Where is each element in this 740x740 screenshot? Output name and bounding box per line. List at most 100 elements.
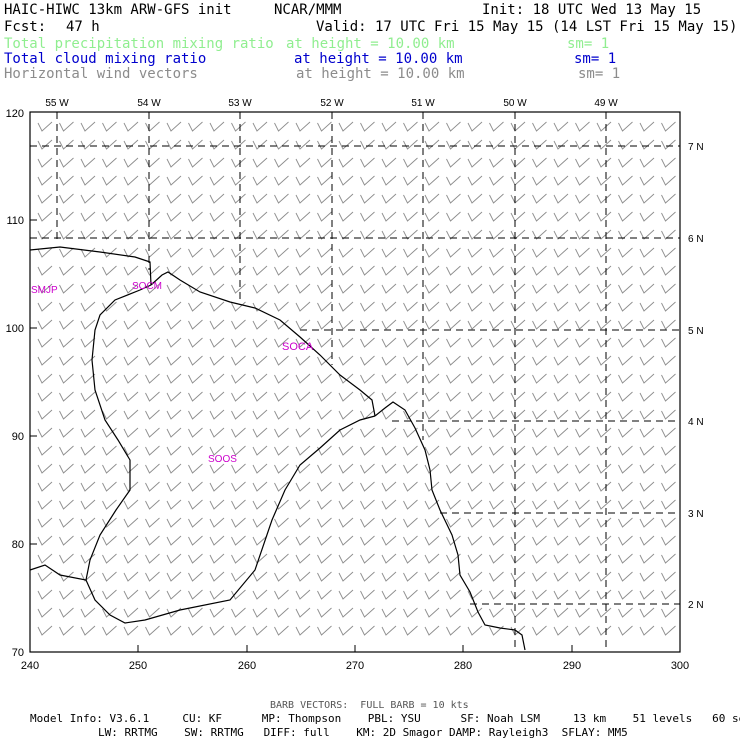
wind-barb: [188, 517, 203, 528]
wind-barb: [510, 571, 526, 582]
wind-barb: [596, 157, 612, 168]
wind-barb: [553, 625, 569, 636]
wind-barb: [295, 481, 311, 492]
wind-barb: [231, 265, 246, 276]
wind-barb: [166, 337, 182, 348]
wind-barb: [424, 625, 440, 636]
wind-barb: [295, 409, 311, 420]
wind-barb: [231, 283, 246, 294]
wind-barb: [123, 247, 139, 258]
wind-barb: [102, 553, 117, 564]
wind-barb: [661, 175, 676, 186]
wind-barb: [145, 337, 160, 348]
wind-barb: [252, 373, 268, 384]
wind-barb: [596, 499, 612, 510]
wind-barb: [596, 481, 612, 492]
wind-barb: [403, 625, 418, 636]
wind-barb: [80, 463, 96, 474]
wind-barb: [553, 553, 569, 564]
wind-barb: [188, 319, 203, 330]
latitude-label: 6 N: [688, 234, 704, 245]
wind-barb: [252, 409, 268, 420]
wind-barb: [381, 355, 397, 366]
wind-barb: [639, 463, 655, 474]
wind-barb: [145, 553, 160, 564]
station-label-smjp: SMJP: [31, 285, 58, 296]
wind-barb: [510, 553, 526, 564]
wind-barb: [37, 409, 53, 420]
wind-barb: [360, 175, 375, 186]
coast-main: [150, 271, 376, 417]
wind-barb: [317, 445, 332, 456]
wind-barb: [360, 283, 375, 294]
wind-barb: [532, 337, 547, 348]
wind-barb: [553, 535, 569, 546]
wind-barb: [123, 427, 139, 438]
latitude-label: 3 N: [688, 509, 704, 520]
wind-barb: [145, 139, 160, 150]
longitude-label: 49 W: [594, 98, 618, 109]
wind-barb: [145, 445, 160, 456]
wind-barb: [209, 283, 225, 294]
wind-barb: [596, 589, 612, 600]
wind-barb: [661, 409, 676, 420]
wind-barb: [166, 391, 182, 402]
wind-barb: [252, 229, 268, 240]
wind-barb: [575, 121, 590, 132]
wind-barb: [532, 427, 547, 438]
wind-barb: [381, 211, 397, 222]
wind-barb: [166, 445, 182, 456]
wind-barb: [295, 535, 311, 546]
wind-barb: [489, 175, 504, 186]
wind-barb: [424, 409, 440, 420]
wind-barb: [575, 373, 590, 384]
wind-barb: [467, 301, 483, 312]
wind-barb: [575, 409, 590, 420]
wind-barb: [231, 607, 246, 618]
wind-barb: [381, 193, 397, 204]
model-title: HAIC-HIWC 13km ARW-GFS init: [4, 2, 232, 18]
wind-barb: [446, 463, 461, 474]
wind-barb: [489, 481, 504, 492]
y-tick-label: 90: [12, 431, 24, 443]
wind-barb: [37, 535, 53, 546]
wind-barb: [145, 481, 160, 492]
wind-barb: [317, 589, 332, 600]
wind-barb: [489, 247, 504, 258]
wind-barb: [661, 157, 676, 168]
x-tick-label: 280: [454, 660, 472, 672]
wind-barb: [80, 517, 96, 528]
wind-barb: [123, 607, 139, 618]
wind-barb: [532, 373, 547, 384]
wind-barb: [166, 571, 182, 582]
wind-barb: [553, 229, 569, 240]
wind-barb: [424, 283, 440, 294]
wind-barb: [102, 301, 117, 312]
wind-barb: [381, 157, 397, 168]
wind-barb: [338, 571, 354, 582]
wind-barb: [618, 265, 633, 276]
wind-barb: [317, 247, 332, 258]
wind-barb: [188, 589, 203, 600]
wind-barb: [532, 265, 547, 276]
wind-barb: [80, 445, 96, 456]
wind-barb: [145, 409, 160, 420]
longitude-label: 52 W: [320, 98, 344, 109]
wind-barb: [467, 211, 483, 222]
latlon-grid: [30, 112, 680, 650]
wind-barb: [80, 571, 96, 582]
wind-barb: [188, 157, 203, 168]
wind-barb: [489, 193, 504, 204]
wind-barb: [59, 193, 74, 204]
x-tick-label: 240: [21, 660, 39, 672]
wind-barb: [360, 157, 375, 168]
wind-barb: [123, 517, 139, 528]
wind-barb: [59, 337, 74, 348]
wind-barb: [59, 463, 74, 474]
wind-barb: [338, 553, 354, 564]
wind-barb: [338, 625, 354, 636]
wind-barb: [661, 463, 676, 474]
wind-barb: [639, 175, 655, 186]
wind-barb: [209, 535, 225, 546]
